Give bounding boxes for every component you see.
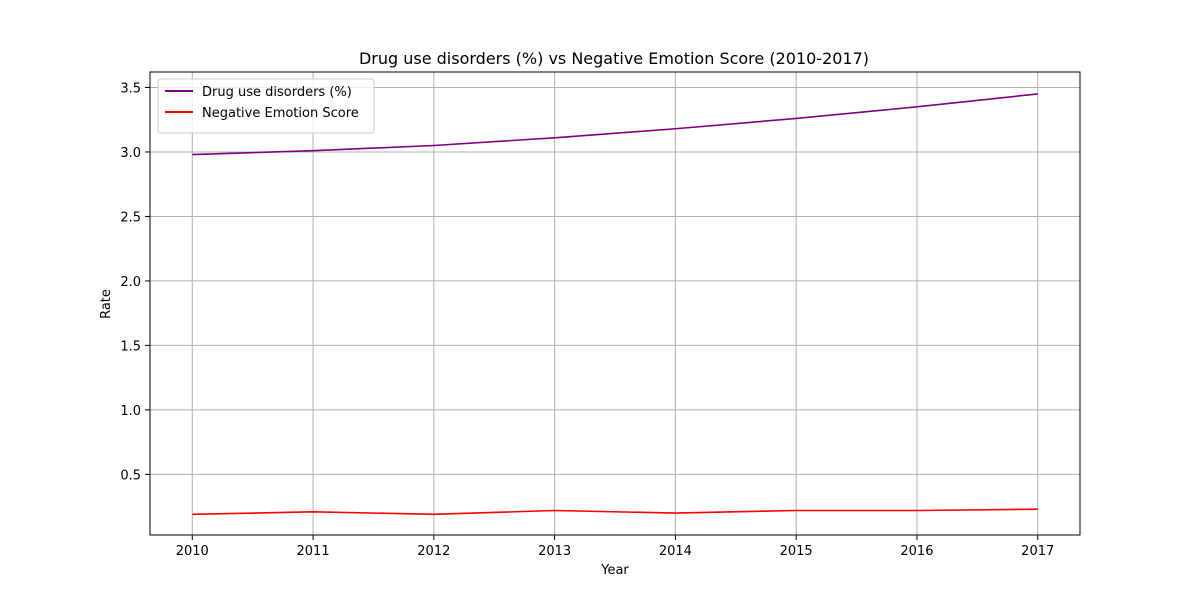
legend: Drug use disorders (%) Negative Emotion S… xyxy=(157,78,375,134)
y-tick-label: 2.0 xyxy=(120,275,141,290)
grid-lines xyxy=(150,72,1080,535)
y-axis-ticks: 0.5 1.0 1.5 2.0 2.5 3.0 3.5 xyxy=(120,81,150,483)
y-tick-label: 0.5 xyxy=(120,468,141,483)
x-tick-label: 2011 xyxy=(297,544,330,559)
x-tick-label: 2014 xyxy=(659,544,692,559)
x-tick-label: 2015 xyxy=(780,544,813,559)
x-axis-ticks: 2010 2011 2012 2013 2014 2015 2016 2017 xyxy=(176,535,1054,559)
x-tick-label: 2017 xyxy=(1021,544,1054,559)
plot-area-frame xyxy=(149,71,1081,536)
legend-label-drug-use-disorders: Drug use disorders (%) xyxy=(202,85,352,100)
x-tick-label: 2012 xyxy=(417,544,450,559)
x-axis-label: Year xyxy=(600,563,629,578)
series-line-negative-emotion-score xyxy=(192,508,1038,516)
y-tick-label: 1.5 xyxy=(120,339,141,354)
y-tick-label: 1.0 xyxy=(120,404,141,419)
y-tick-label: 3.5 xyxy=(120,81,141,96)
series-line-drug-use-disorders xyxy=(192,93,1038,156)
legend-label-negative-emotion-score: Negative Emotion Score xyxy=(202,106,359,121)
y-tick-label: 2.5 xyxy=(120,210,141,225)
chart-title: Drug use disorders (%) vs Negative Emoti… xyxy=(359,49,869,68)
legend-box xyxy=(157,78,375,134)
series-lines xyxy=(192,93,1038,516)
x-tick-label: 2010 xyxy=(176,544,209,559)
y-axis-label: Rate xyxy=(99,289,114,319)
x-tick-label: 2016 xyxy=(900,544,933,559)
x-tick-label: 2013 xyxy=(538,544,571,559)
y-tick-label: 3.0 xyxy=(120,146,141,161)
